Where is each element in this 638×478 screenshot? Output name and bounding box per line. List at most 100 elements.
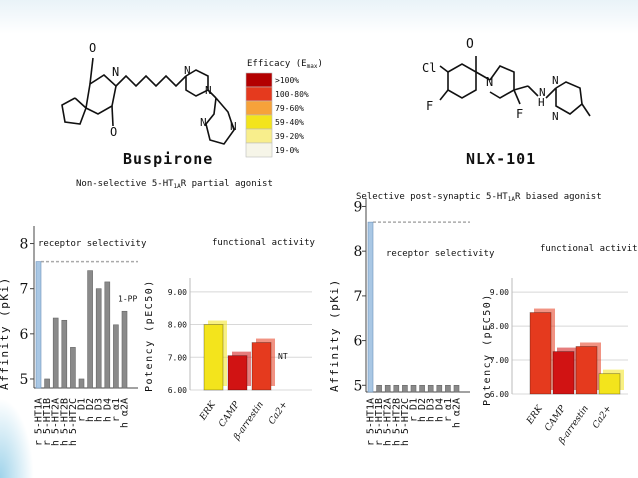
nlx-affinity-bar-6 <box>419 384 425 393</box>
buspirone-atom-n1: N <box>112 65 119 79</box>
bus-potency-bar-2 <box>251 342 272 391</box>
bus-affinity-annotation: 1-PP <box>118 294 137 303</box>
bus-affinity-bar-8 <box>104 281 111 389</box>
nlx-affinity-bar-9 <box>445 384 451 393</box>
nlx-affinity-bar-5 <box>410 384 417 393</box>
legend-label-0: >100% <box>275 76 299 85</box>
bus-affinity-category-1: r 5-HT1B <box>42 398 53 446</box>
nlx-affinity-category-5: r D1 <box>409 398 420 422</box>
buspirone-atom-n4: N <box>200 116 207 129</box>
legend-swatch-0 <box>245 72 273 88</box>
bus-potency-category-1: CAMP <box>217 399 242 429</box>
buspirone-structure <box>61 57 235 145</box>
bus-affinity-category-5: r D1 <box>77 398 88 422</box>
nlx-affinity-ytick-label-2: 7 <box>354 289 363 305</box>
bus-potency-ytick-label-0: 6.00 <box>168 386 187 395</box>
bus-affinity-bar-1 <box>44 378 50 389</box>
bus-affinity-category-7: h D3 <box>94 398 105 422</box>
bus-potency-category-0: ERK <box>198 399 219 423</box>
buspirone-functional-activity-chart: 6.00 7.00 8.00 9.00 Potency (pEC50) functiona… <box>144 238 316 443</box>
nlx-affinity-bar-1 <box>376 384 382 393</box>
nlx-affinity-bar-3 <box>393 384 400 393</box>
bus-affinity-category-8: h D4 <box>102 398 113 422</box>
nlx-affinity-ytick-label-1: 6 <box>354 334 363 350</box>
legend-label-5: 19-0% <box>275 146 299 155</box>
nlx-affinity-bar-8 <box>436 384 443 393</box>
legend-swatch-5 <box>245 142 273 158</box>
nlx-affinity-category-9: r α1 <box>443 398 454 422</box>
buspirone-atom-o2: O <box>110 125 117 139</box>
bus-affinity-y-label: Affinity (pKi) <box>0 276 11 390</box>
nlx101-name: NLX-101 <box>466 150 536 168</box>
buspirone-atom-n2: N <box>184 64 191 77</box>
nlx-affinity-ytick-label-0: 5 <box>354 378 363 394</box>
nlx101-receptor-selectivity-chart: 5 6 7 8 9 Affinity (pKi) receptor selectivity r… <box>328 198 495 446</box>
nlx-affinity-bar-7 <box>427 384 434 393</box>
bus-potency-ytick-label-3: 9.00 <box>168 288 187 297</box>
nlx101-atom-n1: N <box>486 75 493 89</box>
legend-label-3: 59-40% <box>275 118 304 127</box>
nlx101-atom-o: O <box>466 37 474 52</box>
nlx-affinity-category-10: h α2A <box>452 398 463 428</box>
legend-swatch-1 <box>245 86 273 102</box>
decorative-corner-sweep <box>0 398 34 478</box>
bus-affinity-bar-6 <box>87 270 93 389</box>
efficacy-legend: >100% 100-80% 79-60% 59-40% 39-20% 19-0% <box>245 72 309 158</box>
nlx-affinity-category-7: h D3 <box>426 398 437 422</box>
nlx101-atom-f2: F <box>516 107 523 121</box>
bus-potency-annotation: NT <box>278 352 288 361</box>
bus-affinity-bar-0 <box>35 261 42 389</box>
legend-label-2: 79-60% <box>275 104 304 113</box>
nlx-affinity-category-0: r 5-HT1A <box>366 398 377 446</box>
bus-affinity-category-10: h α2A <box>120 398 131 428</box>
bus-potency-title: functional activity <box>212 238 316 248</box>
nlx101-structure <box>439 56 591 117</box>
nlx101-atom-n4: N <box>552 110 559 123</box>
nlx-affinity-category-4: h 5-HT2C <box>400 398 411 446</box>
nlx-potency-bar-2 <box>575 346 598 395</box>
buspirone-subtitle: Non-selective 5-HT1AR partial agonist <box>76 179 273 190</box>
nlx-affinity-category-8: h D4 <box>434 398 445 422</box>
bus-affinity-bar-9 <box>113 324 119 389</box>
nlx-potency-title: functional activity <box>540 244 638 254</box>
nlx-affinity-bar-10 <box>453 384 460 393</box>
nlx-affinity-bar-4 <box>402 384 408 393</box>
buspirone-atom-o1: O <box>89 41 96 55</box>
bus-affinity-ytick-label-0: 5 <box>20 372 29 388</box>
bus-affinity-category-0: r 5-HT1A <box>34 398 45 446</box>
bus-affinity-category-9: r α1 <box>111 398 122 422</box>
nlx-affinity-ytick-label-3: 8 <box>354 244 363 260</box>
nlx-potency-category-3: Ca2+ <box>591 404 614 431</box>
buspirone-name: Buspirone <box>123 150 213 168</box>
bus-affinity-ytick-label-3: 8 <box>20 237 29 253</box>
bus-affinity-ytick-label-2: 7 <box>20 282 29 298</box>
nlx-potency-ytick-label-1: 7.00 <box>490 356 509 365</box>
nlx-potency-ytick-label-3: 9.00 <box>490 288 509 297</box>
buspirone-atom-n5: N <box>230 120 237 133</box>
bus-affinity-bar-3 <box>61 319 68 389</box>
bus-potency-ytick-label-1: 7.00 <box>168 353 187 362</box>
nlx-affinity-y-label: Affinity (pKi) <box>328 278 341 392</box>
bus-affinity-category-3: h 5-HT2B <box>59 398 70 446</box>
buspirone-atom-n3: N <box>205 84 212 97</box>
nlx-potency-ytick-label-2: 8.00 <box>490 322 509 331</box>
nlx-affinity-bar-2 <box>384 384 391 393</box>
nlx-affinity-category-1: r 5-HT1B <box>374 398 385 446</box>
bus-affinity-category-6: h D2 <box>85 398 96 422</box>
bus-affinity-category-4: h 5-HT2C <box>68 398 79 446</box>
nlx-potency-bar-3 <box>598 373 621 395</box>
nlx-affinity-category-2: h 5-HT2A <box>383 398 394 446</box>
legend-swatch-2 <box>245 100 273 116</box>
bus-affinity-title: receptor selectivity <box>38 239 147 249</box>
legend-label-1: 100-80% <box>275 90 309 99</box>
bus-affinity-ytick-label-1: 6 <box>20 327 29 343</box>
nlx-affinity-bar-0 <box>367 221 374 393</box>
nlx-affinity-title: receptor selectivity <box>386 249 495 259</box>
nlx101-subtitle: Selective post-synaptic 5-HT1AR biased a… <box>356 192 602 203</box>
bus-potency-bar-1 <box>227 355 248 391</box>
nlx101-atom-f1: F <box>426 99 433 113</box>
bus-potency-category-3: Ca2+ <box>267 400 290 427</box>
legend-swatch-3 <box>245 114 273 130</box>
nlx-potency-bar-0 <box>529 312 552 395</box>
